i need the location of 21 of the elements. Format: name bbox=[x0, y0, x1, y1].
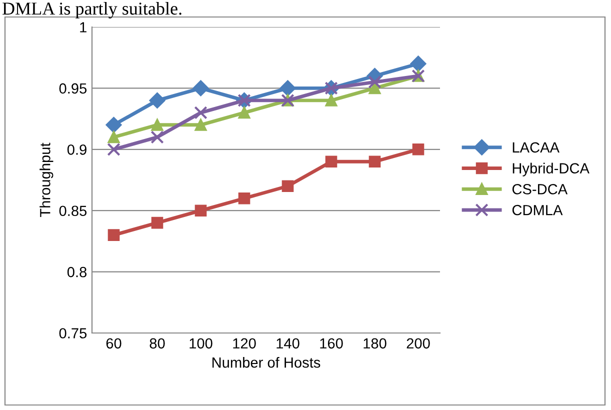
y-tick-label: 1 bbox=[80, 22, 86, 32]
y-tick-label: 0.8 bbox=[67, 266, 87, 278]
legend-label: LACAA bbox=[512, 142, 560, 153]
x-tick-label: 120 bbox=[233, 338, 256, 349]
y-tick-label: 0.75 bbox=[59, 328, 87, 338]
y-tick-label: 0.85 bbox=[59, 206, 87, 216]
y-tick-label: 0.95 bbox=[59, 83, 87, 94]
x-tick-label: 180 bbox=[364, 338, 386, 349]
x-axis-title: Number of Hosts bbox=[212, 357, 320, 368]
x-tick-label: 200 bbox=[406, 338, 430, 349]
x-tick-label: 60 bbox=[106, 338, 122, 349]
legend-label: CDMLA bbox=[512, 204, 563, 216]
legend-label: Hybrid-DCA bbox=[512, 162, 590, 176]
x-tick-label: 140 bbox=[276, 338, 300, 349]
y-axis-title: Throughput bbox=[40, 142, 54, 217]
legend-label: CS-DCA bbox=[512, 184, 568, 194]
x-tick-label: 160 bbox=[320, 338, 343, 349]
x-tick-label: 100 bbox=[190, 338, 212, 349]
text: DMLA is partly suitable. bbox=[2, 2, 182, 18]
y-tick-label: 0.9 bbox=[67, 144, 86, 155]
x-tick-label: 80 bbox=[150, 338, 165, 349]
